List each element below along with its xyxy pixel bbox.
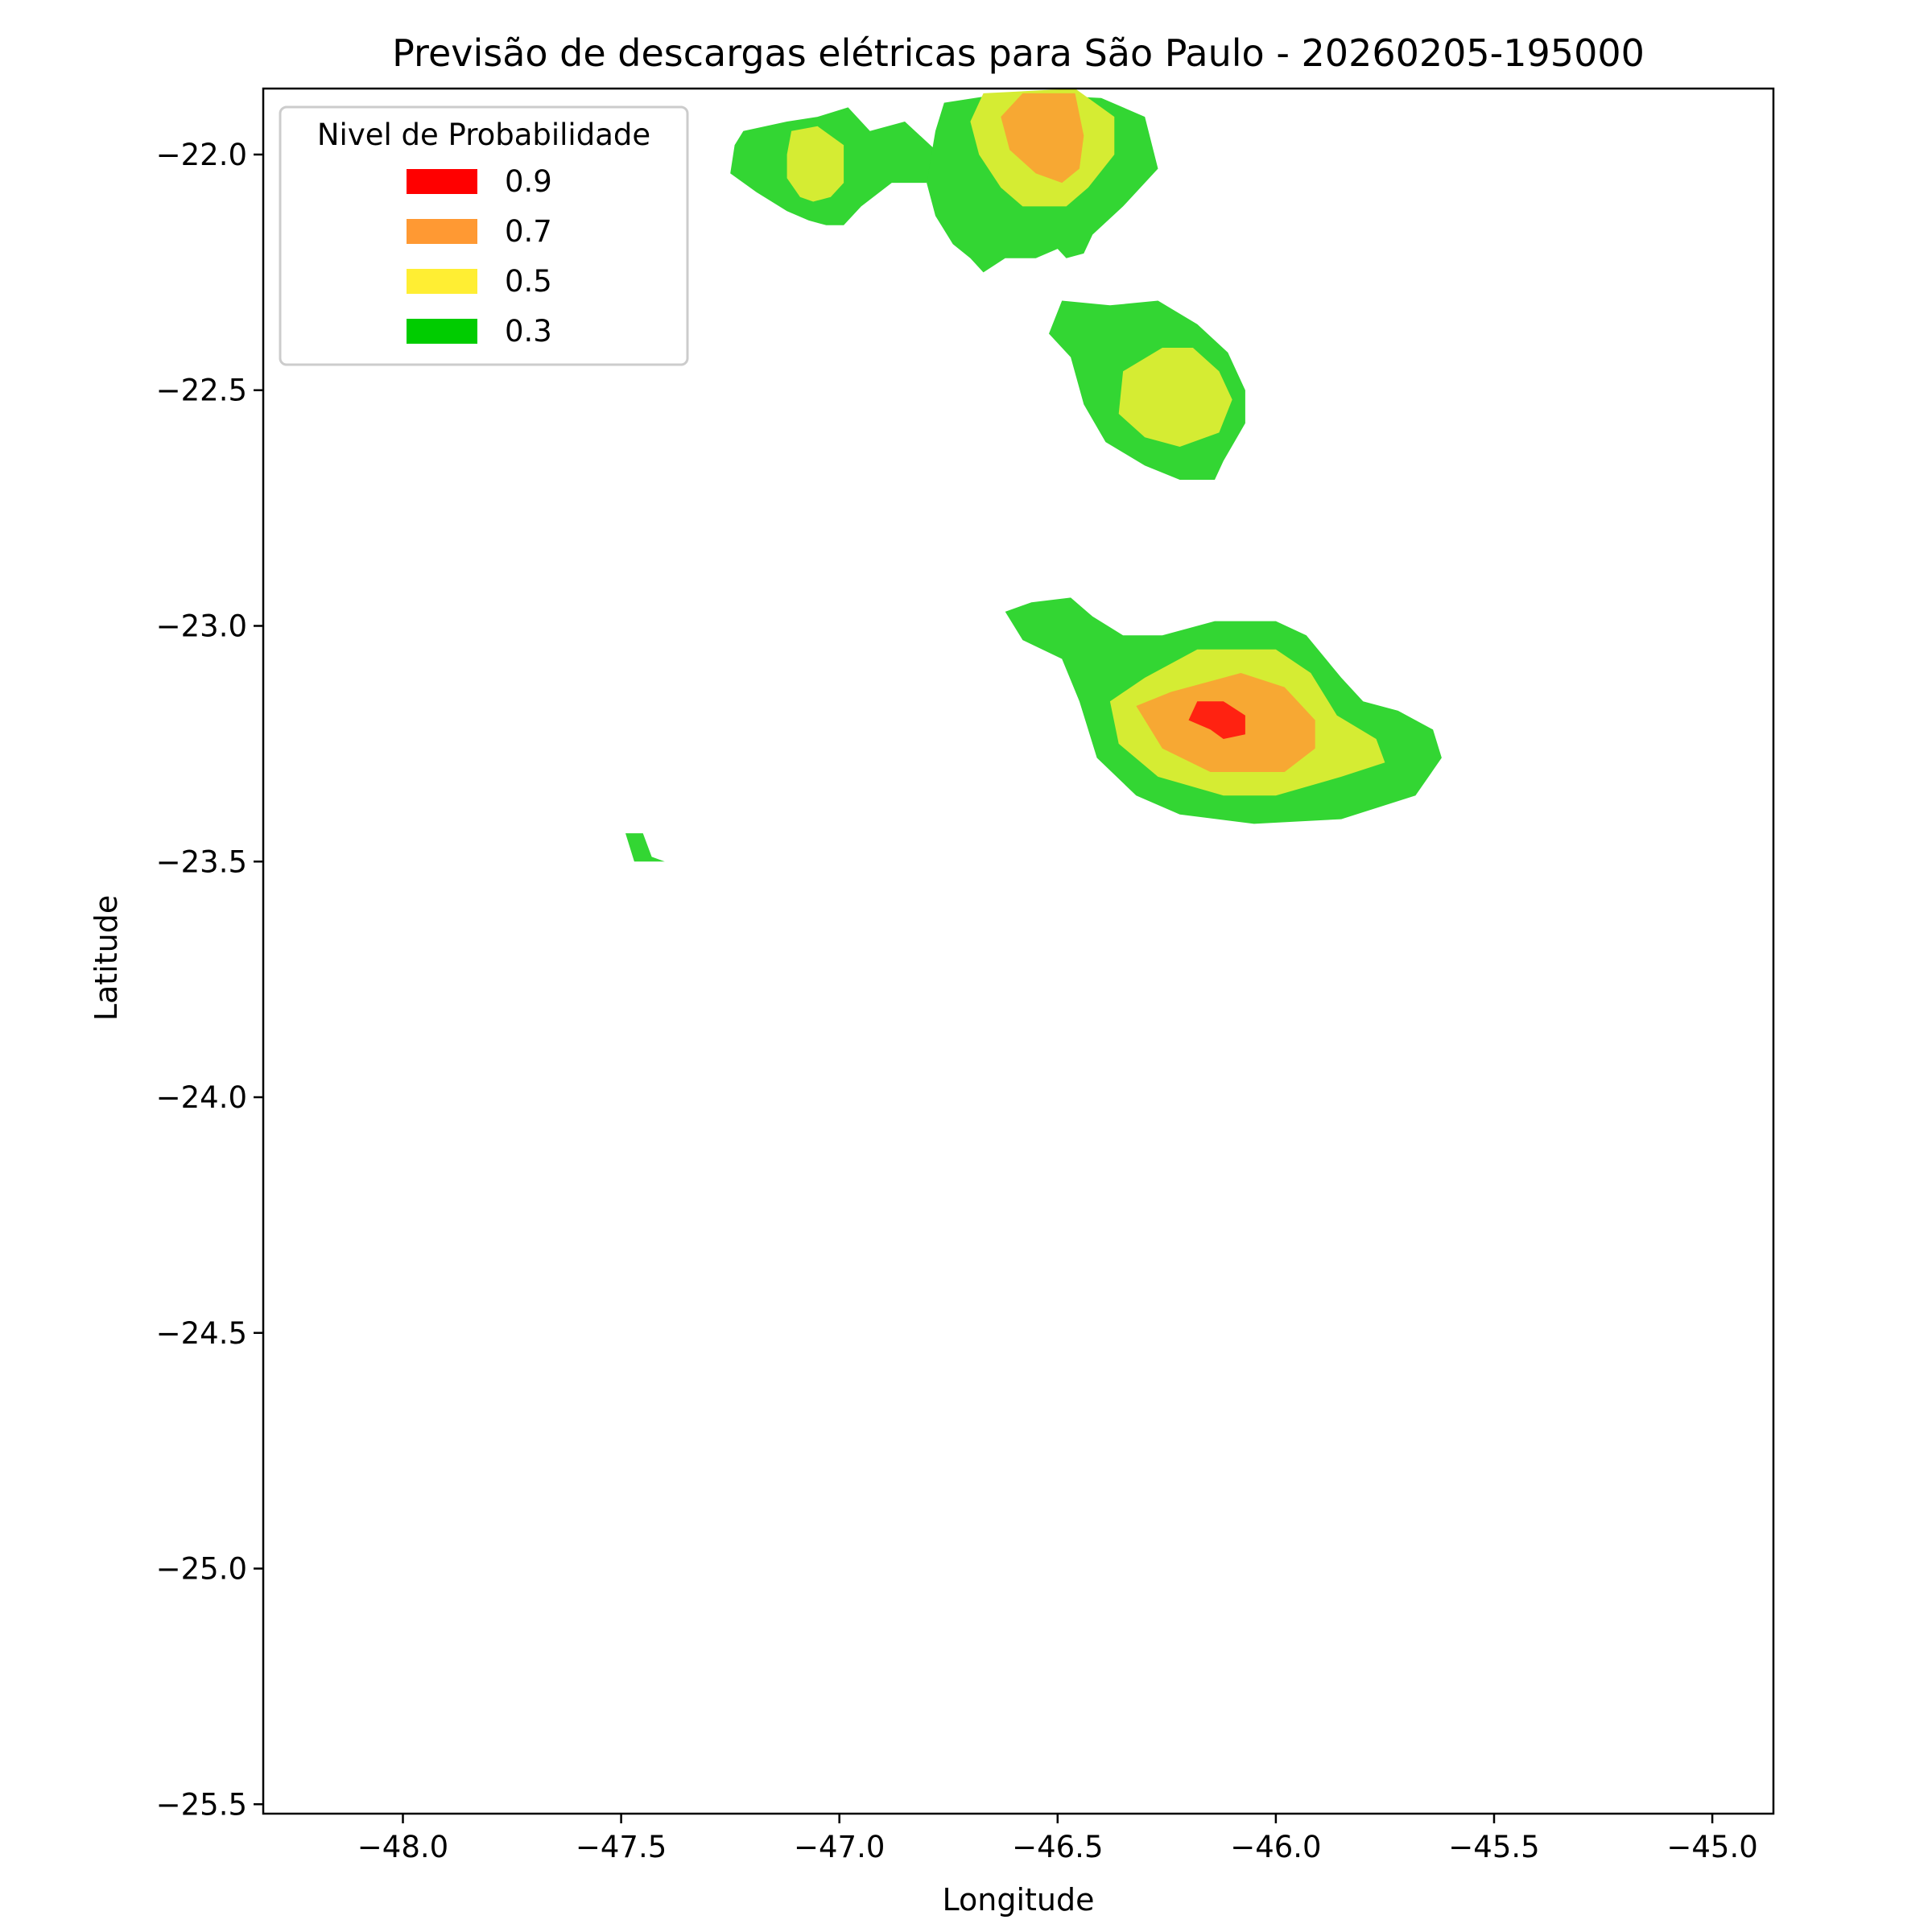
legend-frame <box>279 105 689 366</box>
contour-region-central-cell <box>1049 300 1245 480</box>
y-tick-label: −23.5 <box>156 844 247 879</box>
y-tick-label: −23.0 <box>156 609 247 643</box>
y-tick-label: −25.0 <box>156 1552 247 1587</box>
y-tick-label: −24.0 <box>156 1080 247 1115</box>
y-tick-label: −22.5 <box>156 374 247 408</box>
contour-region-south-cell <box>1005 597 1442 824</box>
legend: Nivel de Probabilidade 0.9 0.7 0.5 0.3 <box>279 105 689 366</box>
axes-frame <box>262 87 1775 1815</box>
contour-region-small-patch <box>625 833 665 862</box>
y-tick-label: −24.5 <box>156 1316 247 1351</box>
legend-swatch <box>407 169 477 194</box>
contour-region-north-cell-east <box>927 89 1158 273</box>
legend-swatch <box>407 219 477 244</box>
x-tick-label: −46.0 <box>1230 1830 1321 1864</box>
legend-entry-label: 0.5 <box>505 264 552 299</box>
y-axis: −22.0 −22.5 −23.0 −23.5 −24.0 −24.5 −25.0 −25.5 <box>156 138 263 1822</box>
legend-swatch <box>407 269 477 294</box>
legend-entry-label: 0.3 <box>505 314 552 349</box>
legend-entries: 0.9 0.7 0.5 0.3 <box>407 164 552 349</box>
x-axis: −48.0 −47.5 −47.0 −46.5 −46.0 −45.5 −45.0 <box>357 1814 1758 1864</box>
y-axis-label: Latitude <box>89 895 124 1021</box>
x-tick-label: −47.5 <box>576 1830 667 1864</box>
legend-swatch <box>407 319 477 344</box>
contour-fill-05 <box>1118 348 1232 447</box>
contour-fill-05 <box>786 126 844 202</box>
legend-entry-label: 0.7 <box>505 214 552 249</box>
contour-fill-09 <box>1188 701 1245 739</box>
x-tick-label: −46.5 <box>1012 1830 1103 1864</box>
contour-region-north-cell-west <box>730 107 935 225</box>
contour-fill-03 <box>625 833 665 862</box>
x-tick-label: −45.5 <box>1448 1830 1539 1864</box>
x-tick-label: −47.0 <box>794 1830 885 1864</box>
x-tick-label: −45.0 <box>1666 1830 1757 1864</box>
legend-entry-label: 0.9 <box>505 164 552 199</box>
x-tick-label: −48.0 <box>357 1830 448 1864</box>
x-axis-label: Longitude <box>943 1882 1095 1918</box>
y-tick-label: −25.5 <box>156 1787 247 1822</box>
chart-title: Previsão de descargas elétricas para São… <box>392 31 1645 75</box>
contour-fill-07 <box>1001 93 1084 184</box>
y-tick-label: −22.0 <box>156 138 247 172</box>
legend-title: Nivel de Probabilidade <box>317 118 650 152</box>
plot-area <box>625 89 1442 862</box>
